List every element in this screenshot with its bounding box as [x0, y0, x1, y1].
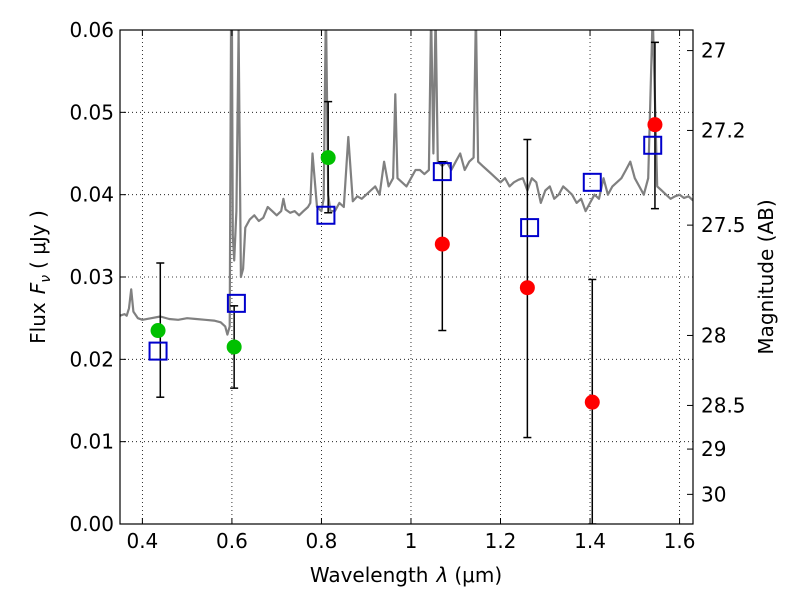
- template-spectrum-line: [120, 30, 693, 336]
- model-flux-square: [520, 218, 540, 238]
- x-tick-label: 1.4: [574, 529, 606, 553]
- y-tick-label: 0.05: [69, 100, 114, 124]
- y-tick-label: 0.02: [69, 347, 114, 371]
- y2-tick-label: 28: [701, 323, 726, 347]
- y-tick-label: 0.01: [69, 430, 114, 454]
- y2-tick-label: 27: [701, 39, 726, 63]
- x-tick-label: 1.2: [485, 529, 517, 553]
- model-flux-square: [148, 341, 168, 361]
- grid: [120, 29, 693, 525]
- x-tick-label: 0.6: [216, 529, 248, 553]
- model-flux-square: [582, 172, 602, 192]
- model-flux-square: [226, 293, 246, 313]
- observed-flux-point: [584, 394, 600, 410]
- observed-flux-point: [320, 150, 336, 166]
- y2-tick-label: 27.5: [701, 213, 746, 237]
- y2-axis-title: Magnitude (AB): [754, 199, 778, 354]
- y2-tick-label: 30: [701, 482, 726, 506]
- y-tick-label: 0.00: [69, 512, 114, 536]
- observed-flux-point: [150, 323, 166, 339]
- y-tick-label: 0.06: [69, 18, 114, 42]
- x-tick-label: 0.4: [126, 529, 158, 553]
- ticks: 0.4 0.6 0.8 1 1.2 1.4 1.6 0.00 0.01 0.02 0.03 0.04 0…: [69, 18, 745, 553]
- y-tick-label: 0.04: [69, 183, 114, 207]
- model-flux-square: [432, 162, 452, 182]
- x-tick-label: 1.6: [664, 529, 696, 553]
- observed-flux-point: [226, 339, 242, 355]
- observed-flux-point: [434, 236, 450, 252]
- x-axis-title: Wavelength λ (μm): [310, 563, 502, 587]
- y-tick-label: 0.03: [69, 265, 114, 289]
- observed-flux-point: [647, 117, 663, 133]
- x-tick-label: 0.8: [306, 529, 338, 553]
- model-flux-square: [643, 135, 663, 155]
- y2-tick-label: 27.2: [701, 118, 746, 142]
- y2-tick-label: 29: [701, 437, 726, 461]
- data-layer: [120, 30, 693, 524]
- y2-tick-label: 28.5: [701, 393, 746, 417]
- plot-frame: [119, 29, 694, 525]
- model-flux-square: [316, 205, 336, 225]
- observed-flux-point: [519, 280, 535, 296]
- y-axis-title: FluxFν( μJy ): [26, 210, 54, 344]
- x-tick-label: 1: [405, 529, 418, 553]
